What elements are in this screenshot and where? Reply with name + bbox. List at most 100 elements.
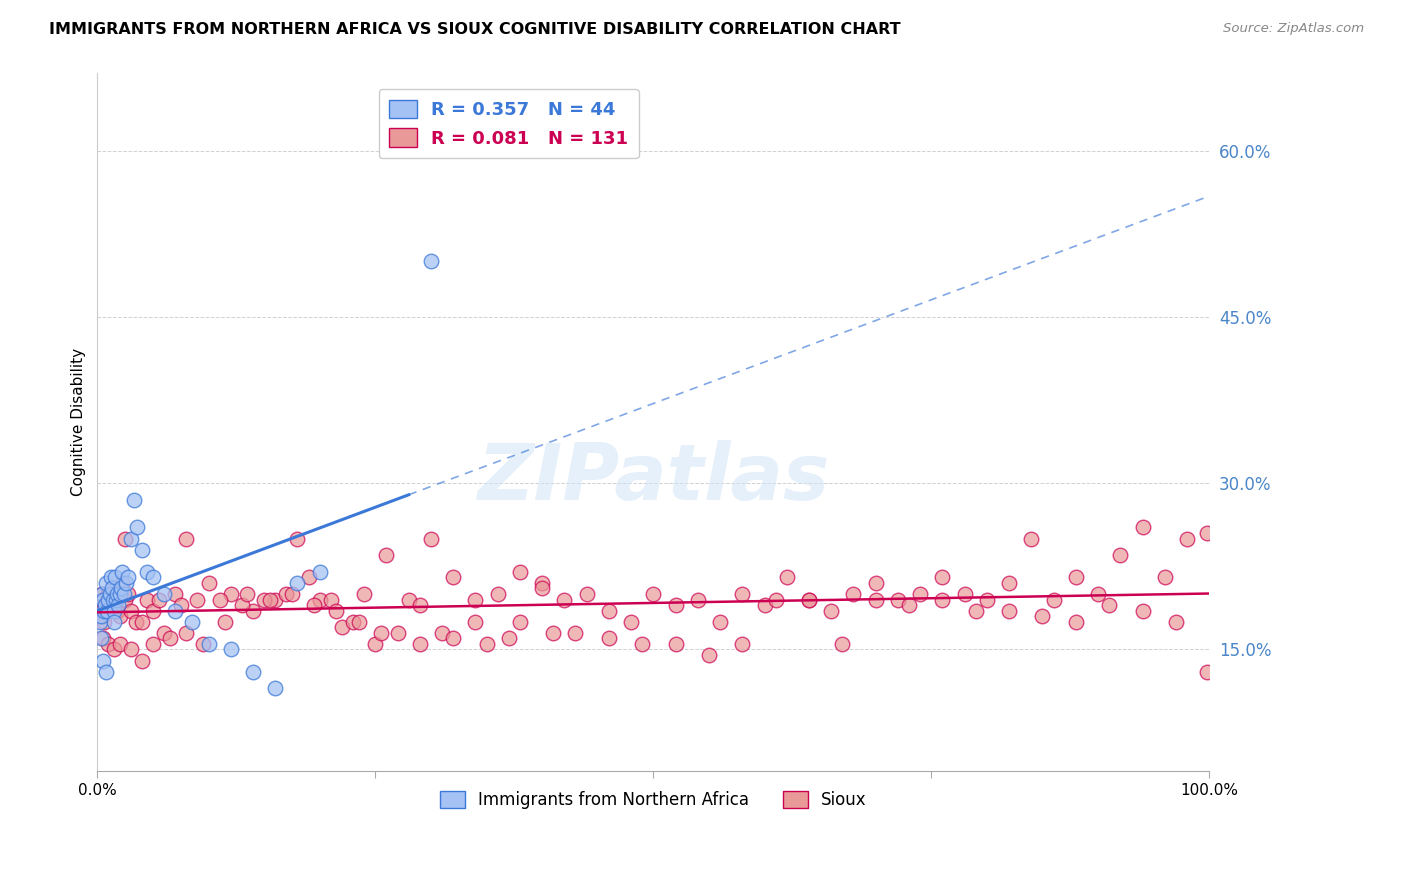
Legend: Immigrants from Northern Africa, Sioux: Immigrants from Northern Africa, Sioux <box>433 784 873 815</box>
Point <box>96 604 118 618</box>
Point <box>108 609 131 624</box>
Point <box>387 625 409 640</box>
Point <box>142 570 165 584</box>
Point <box>1195 526 1218 541</box>
Point <box>100 570 122 584</box>
Point <box>754 598 776 612</box>
Y-axis label: Cognitive Disability: Cognitive Disability <box>72 348 86 496</box>
Point <box>342 615 364 629</box>
Point <box>953 587 976 601</box>
Point <box>776 570 799 584</box>
Point <box>541 625 564 640</box>
Point <box>197 637 219 651</box>
Point <box>159 632 181 646</box>
Point <box>131 615 153 629</box>
Point <box>1109 548 1132 562</box>
Point <box>965 604 987 618</box>
Point <box>136 592 159 607</box>
Point <box>441 570 464 584</box>
Point <box>120 642 142 657</box>
Point <box>94 598 117 612</box>
Point <box>409 637 432 651</box>
Point <box>1164 615 1187 629</box>
Point <box>197 576 219 591</box>
Point <box>176 625 198 640</box>
Point <box>142 637 165 651</box>
Point <box>97 592 120 607</box>
Point <box>1175 532 1198 546</box>
Point <box>242 604 264 618</box>
Point <box>765 592 787 607</box>
Point <box>319 592 342 607</box>
Point <box>90 587 112 601</box>
Point <box>96 576 118 591</box>
Point <box>165 604 187 618</box>
Point <box>115 576 138 591</box>
Point <box>101 592 124 607</box>
Point <box>259 592 281 607</box>
Point <box>297 570 319 584</box>
Point <box>353 587 375 601</box>
Point <box>176 532 198 546</box>
Point <box>797 592 820 607</box>
Point <box>664 637 686 651</box>
Point <box>1132 604 1154 618</box>
Point <box>697 648 720 662</box>
Point <box>186 592 208 607</box>
Point <box>931 592 953 607</box>
Point <box>96 665 118 679</box>
Point <box>122 492 145 507</box>
Text: ZIPatlas: ZIPatlas <box>477 440 830 516</box>
Point <box>101 582 124 596</box>
Point <box>148 592 170 607</box>
Point <box>91 592 114 607</box>
Point <box>664 598 686 612</box>
Point <box>90 609 112 624</box>
Point <box>509 615 531 629</box>
Point <box>375 548 398 562</box>
Point <box>686 592 709 607</box>
Point <box>253 592 276 607</box>
Point <box>553 592 575 607</box>
Point <box>165 587 187 601</box>
Point <box>498 632 520 646</box>
Point <box>1195 665 1218 679</box>
Point <box>1153 570 1175 584</box>
Point <box>464 592 486 607</box>
Point <box>191 637 214 651</box>
Point <box>308 565 330 579</box>
Point <box>308 592 330 607</box>
Point <box>475 637 498 651</box>
Point <box>117 570 139 584</box>
Point <box>91 632 114 646</box>
Text: Source: ZipAtlas.com: Source: ZipAtlas.com <box>1223 22 1364 36</box>
Point <box>90 587 112 601</box>
Point <box>117 587 139 601</box>
Point <box>430 625 453 640</box>
Point <box>89 604 111 618</box>
Point <box>127 520 149 534</box>
Point <box>330 620 353 634</box>
Point <box>398 592 420 607</box>
Point <box>531 582 554 596</box>
Point <box>1132 520 1154 534</box>
Point <box>797 592 820 607</box>
Point <box>96 604 118 618</box>
Point <box>1042 592 1064 607</box>
Point <box>620 615 643 629</box>
Point <box>89 615 111 629</box>
Point <box>114 592 136 607</box>
Point <box>325 604 347 618</box>
Point <box>105 587 128 601</box>
Point <box>131 542 153 557</box>
Point <box>103 604 125 618</box>
Point <box>564 625 586 640</box>
Point <box>598 604 620 618</box>
Point <box>1021 532 1043 546</box>
Point <box>643 587 665 601</box>
Point <box>575 587 598 601</box>
Point <box>100 592 122 607</box>
Point <box>831 637 853 651</box>
Point <box>898 598 921 612</box>
Point <box>709 615 731 629</box>
